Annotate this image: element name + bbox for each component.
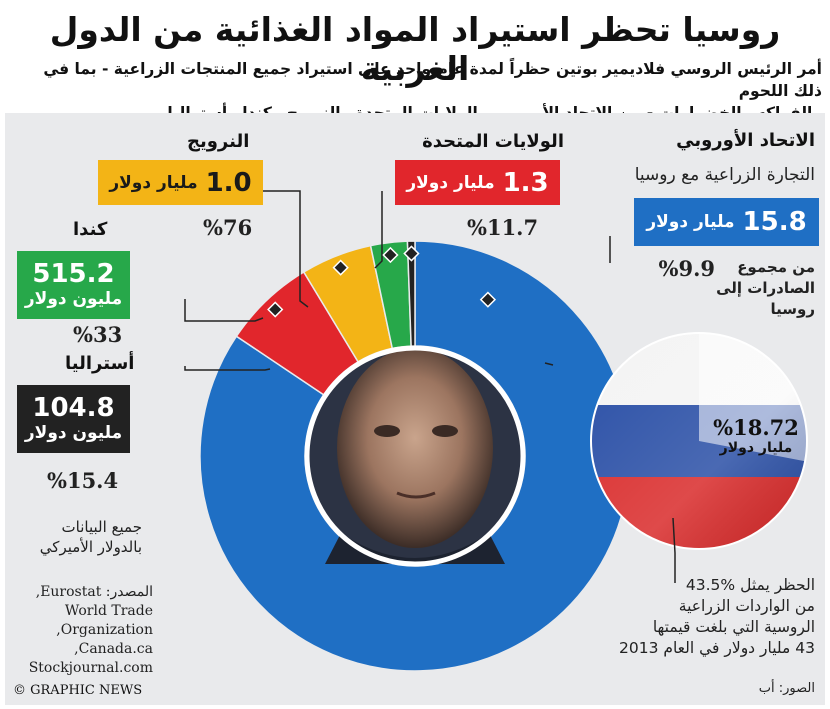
- ban-note: الحظر يمثل %43.5 من الواردات الزراعية ال…: [605, 575, 815, 659]
- leader-markers: [267, 245, 497, 318]
- donut-slices: [199, 240, 631, 672]
- marker-australia: [403, 245, 420, 262]
- total-share-unit: مليار دولار: [719, 440, 793, 456]
- ban-note-line-2: من الواردات الزراعية: [678, 597, 815, 615]
- pct-canada: %33: [73, 322, 123, 347]
- unit-us: مليار دولار: [406, 172, 495, 193]
- currency-note-line-2: بالدولار الأميركي: [39, 538, 142, 556]
- value-box-australia: 104.8 مليون دولار: [17, 385, 130, 453]
- label-eu: الاتحاد الأوروبي: [676, 130, 815, 151]
- total-share-value: %18.72: [713, 415, 799, 440]
- pct-us: %11.7: [467, 215, 539, 240]
- label-australia: أستراليا: [65, 353, 135, 374]
- marker-eu: [479, 291, 497, 308]
- label-us: الولايات المتحدة: [422, 131, 564, 152]
- credit: © GRAPHIC NEWS: [13, 683, 143, 698]
- source-line-5: Stockjournal.com: [28, 660, 153, 676]
- pct-australia: %15.4: [47, 468, 119, 493]
- unit-eu: مليار دولار: [646, 212, 735, 232]
- unit-australia: مليون دولار: [24, 423, 123, 444]
- total-share: %18.72 مليار دولار: [711, 415, 801, 456]
- marker-canada: [382, 246, 399, 264]
- source-note: المصدر: Eurostat, World Trade Organizati…: [13, 583, 153, 678]
- value-box-canada: 515.2 مليون دولار: [17, 251, 130, 319]
- source-line-2: World Trade: [64, 603, 153, 619]
- source-line-1: المصدر: Eurostat,: [35, 584, 153, 600]
- leader-ban: [672, 517, 676, 583]
- value-eu: 15.8: [742, 207, 807, 237]
- label-canada: كندا: [73, 219, 108, 240]
- value-box-eu: 15.8 مليار دولار: [634, 198, 819, 246]
- subtitle-line-1: أمر الرئيس الروسي فلاديمير بوتين حظراً ل…: [43, 60, 822, 100]
- pct-norway: %76: [203, 215, 253, 240]
- ban-note-line-3: الروسية التي بلغت قيمتها: [652, 618, 815, 636]
- value-norway: 1.0: [205, 167, 252, 198]
- flag-outline: [590, 332, 808, 550]
- portrait-photo: [304, 345, 526, 567]
- leader-eu-to-slice: [544, 362, 554, 366]
- leader-australia: [184, 366, 271, 371]
- leader-norway: [263, 190, 309, 308]
- currency-note: جميع البيانات بالدولار الأميركي: [17, 517, 142, 557]
- donut-chart: [184, 190, 808, 672]
- unit-norway: مليار دولار: [109, 172, 198, 193]
- header-note: التجارة الزراعية مع روسيا: [634, 165, 815, 185]
- value-canada: 515.2: [32, 259, 115, 290]
- label-norway: النرويج: [187, 131, 250, 152]
- value-australia: 104.8: [32, 393, 115, 424]
- marker-us: [267, 301, 284, 318]
- photo-credit: الصور: أب: [758, 681, 815, 696]
- russia-flag-graphic: [591, 333, 807, 549]
- source-line-4: Canada.ca,: [74, 641, 153, 657]
- marker-norway: [332, 259, 349, 276]
- value-box-norway: 1.0 مليار دولار: [98, 160, 263, 205]
- pct-note-eu: من مجموع الصادرات إلى روسيا: [716, 258, 815, 318]
- ban-note-line-4: 43 مليار دولار في العام 2013: [618, 639, 815, 657]
- leader-canada: [184, 299, 264, 322]
- chart-panel: الاتحاد الأوروبي التجارة الزراعية مع روس…: [5, 113, 825, 705]
- source-line-3: Organization,: [56, 622, 153, 638]
- page-title: روسيا تحظر استيراد المواد الغذائية من ال…: [49, 10, 781, 88]
- value-us: 1.3: [502, 167, 549, 198]
- unit-canada: مليون دولار: [24, 289, 123, 310]
- leader-us: [374, 191, 383, 269]
- pct-eu: %9.9: [658, 256, 716, 281]
- value-box-us: 1.3 مليار دولار: [395, 160, 560, 205]
- leader-lines: [184, 190, 676, 583]
- ban-note-line-1: الحظر يمثل %43.5: [685, 576, 815, 594]
- currency-note-line-1: جميع البيانات: [61, 518, 142, 536]
